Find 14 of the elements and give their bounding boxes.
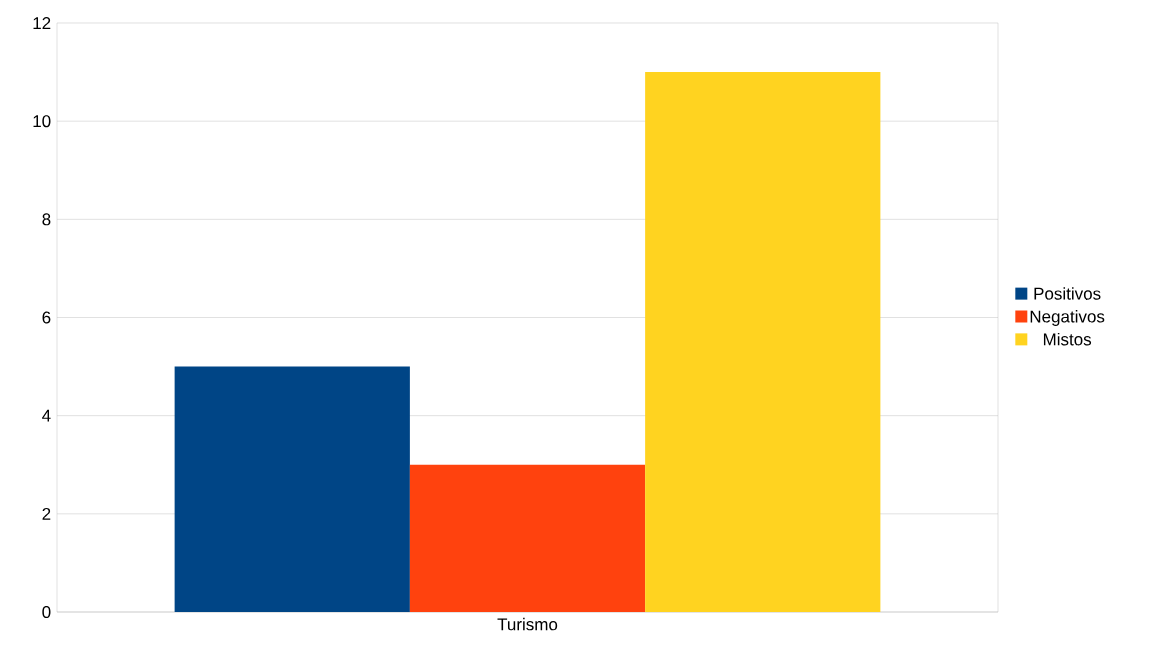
y-tick-label: 0 [42, 605, 51, 619]
y-tick-label: 4 [42, 409, 51, 422]
legend-label: Negativos [1030, 310, 1105, 326]
legend-label: Mistos [1043, 332, 1092, 346]
y-tick-label: 10 [33, 115, 51, 128]
x-tick-label: Turismo [497, 617, 558, 631]
y-tick-label: 6 [42, 311, 51, 324]
y-tick-label: 12 [33, 17, 51, 29]
bar [174, 366, 410, 612]
bar [409, 464, 646, 612]
y-tick-label: 8 [42, 213, 51, 226]
bar [645, 72, 881, 612]
legend-label: Positivos [1034, 287, 1101, 300]
y-tick-label: 2 [42, 507, 51, 520]
